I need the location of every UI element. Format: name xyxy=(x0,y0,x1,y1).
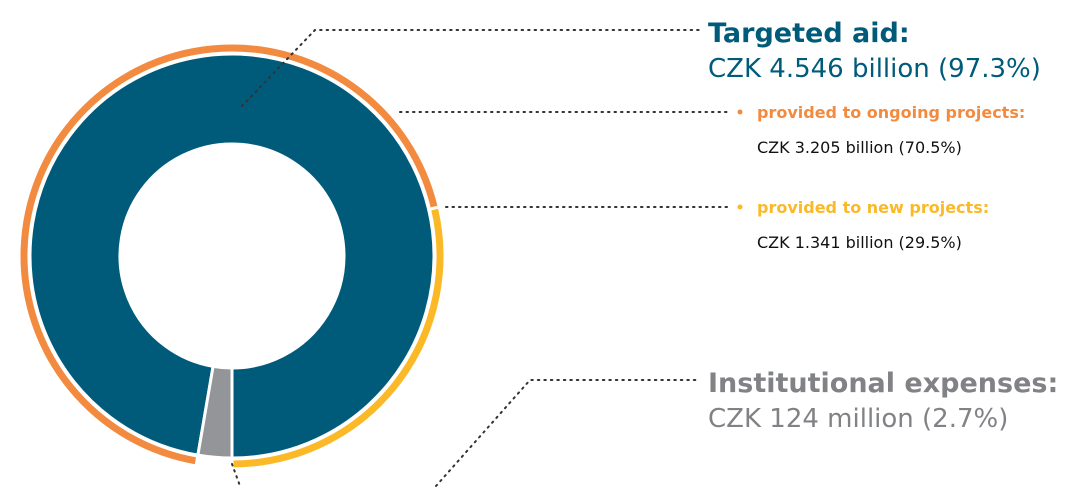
segment-label: Targeted aid: xyxy=(708,18,910,49)
leader-lines xyxy=(231,29,729,487)
part-value: CZK 1.341 billion (29.5%) xyxy=(757,233,962,252)
leader-line xyxy=(435,379,701,487)
segment-label: Institutional expenses: xyxy=(708,368,1058,399)
bullet xyxy=(737,109,743,115)
donut-segment xyxy=(196,364,234,460)
segment-value: CZK 4.546 billion (97.3%) xyxy=(708,54,1041,84)
part-value: CZK 3.205 billion (70.5%) xyxy=(757,138,962,157)
part-label: provided to new projects: xyxy=(757,198,989,217)
donut-segment xyxy=(28,52,436,460)
bullet xyxy=(737,204,743,210)
segment-value: CZK 124 million (2.7%) xyxy=(708,404,1008,434)
leader-line xyxy=(241,29,701,107)
leader-line xyxy=(231,463,241,487)
part-label: provided to ongoing projects: xyxy=(757,103,1025,122)
